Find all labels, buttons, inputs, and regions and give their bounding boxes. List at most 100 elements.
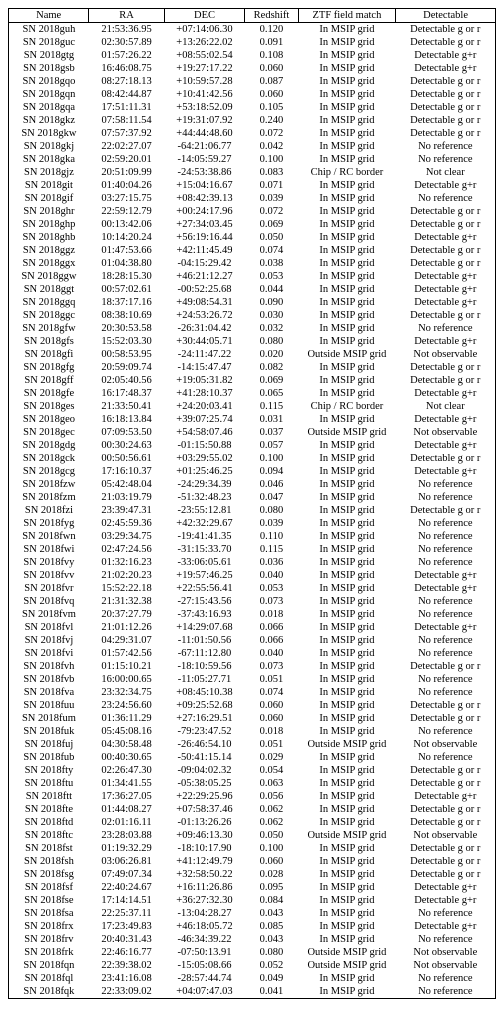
table-row: SN 2018gqn08:42:44.87+10:41:42.560.060In… xyxy=(9,88,496,101)
table-cell: 0.065 xyxy=(245,387,299,400)
table-cell: SN 2018fsg xyxy=(9,868,89,881)
table-cell: -11:05:27.71 xyxy=(164,673,244,686)
table-cell: 01:44:08.27 xyxy=(89,803,164,816)
table-cell: 01:19:32.29 xyxy=(89,842,164,855)
table-cell: Outside MSIP grid xyxy=(298,348,395,361)
table-cell: 22:25:37.11 xyxy=(89,907,164,920)
table-cell: +03:29:55.02 xyxy=(164,452,244,465)
table-cell: 0.042 xyxy=(245,140,299,153)
table-cell: In MSIP grid xyxy=(298,894,395,907)
col-field: ZTF field match xyxy=(298,9,395,23)
table-cell: 0.091 xyxy=(245,36,299,49)
table-cell: 01:32:16.23 xyxy=(89,556,164,569)
table-row: SN 2018fsg07:49:07.34+32:58:50.220.028In… xyxy=(9,868,496,881)
table-row: SN 2018fql23:41:16.08-28:57:44.740.049In… xyxy=(9,972,496,985)
table-cell: Detectable g or r xyxy=(396,816,496,829)
table-cell: -18:10:59.56 xyxy=(164,660,244,673)
table-cell: Outside MSIP grid xyxy=(298,946,395,959)
table-cell: SN 2018gsb xyxy=(9,62,89,75)
table-cell: SN 2018fvh xyxy=(9,660,89,673)
table-cell: 0.057 xyxy=(245,439,299,452)
table-cell: 02:01:16.11 xyxy=(89,816,164,829)
table-cell: 01:57:42.56 xyxy=(89,647,164,660)
table-cell: +07:14:06.30 xyxy=(164,23,244,37)
table-row: SN 2018fst01:19:32.29-18:10:17.900.100In… xyxy=(9,842,496,855)
table-cell: SN 2018ggq xyxy=(9,296,89,309)
table-cell: 0.060 xyxy=(245,62,299,75)
table-cell: SN 2018gqa xyxy=(9,101,89,114)
table-cell: Detectable g+r xyxy=(396,465,496,478)
table-cell: No reference xyxy=(396,322,496,335)
table-cell: No reference xyxy=(396,530,496,543)
table-cell: 0.082 xyxy=(245,361,299,374)
table-cell: SN 2018fzi xyxy=(9,504,89,517)
table-cell: SN 2018fuu xyxy=(9,699,89,712)
table-cell: 16:46:08.75 xyxy=(89,62,164,75)
table-cell: 02:05:40.56 xyxy=(89,374,164,387)
table-cell: +01:25:46.25 xyxy=(164,465,244,478)
table-cell: 23:39:47.31 xyxy=(89,504,164,517)
table-cell: +56:19:16.44 xyxy=(164,231,244,244)
table-cell: 0.052 xyxy=(245,959,299,972)
table-cell: In MSIP grid xyxy=(298,816,395,829)
table-cell: SN 2018geo xyxy=(9,413,89,426)
table-cell: 0.080 xyxy=(245,504,299,517)
table-cell: SN 2018gdg xyxy=(9,439,89,452)
table-row: SN 2018gfw20:30:53.58-26:31:04.420.032In… xyxy=(9,322,496,335)
table-row: SN 2018fsh03:06:26.81+41:12:49.790.060In… xyxy=(9,855,496,868)
table-cell: 0.060 xyxy=(245,699,299,712)
table-cell: +27:16:29.51 xyxy=(164,712,244,725)
table-cell: In MSIP grid xyxy=(298,127,395,140)
table-cell: 0.041 xyxy=(245,985,299,999)
table-cell: In MSIP grid xyxy=(298,673,395,686)
table-cell: 00:40:30.65 xyxy=(89,751,164,764)
table-cell: No reference xyxy=(396,153,496,166)
table-cell: SN 2018ftu xyxy=(9,777,89,790)
table-cell: 00:50:56.61 xyxy=(89,452,164,465)
table-cell: -27:15:43.56 xyxy=(164,595,244,608)
table-row: SN 2018fwn03:29:34.75-19:41:41.350.110In… xyxy=(9,530,496,543)
table-cell: 20:59:09.74 xyxy=(89,361,164,374)
table-cell: In MSIP grid xyxy=(298,270,395,283)
table-cell: +16:11:26.86 xyxy=(164,881,244,894)
table-cell: -23:55:12.81 xyxy=(164,504,244,517)
table-cell: 0.083 xyxy=(245,166,299,179)
table-row: SN 2018fsa22:25:37.11-13:04:28.270.043In… xyxy=(9,907,496,920)
table-cell: In MSIP grid xyxy=(298,374,395,387)
table-cell: Not observable xyxy=(396,959,496,972)
table-cell: 0.030 xyxy=(245,309,299,322)
table-row: SN 2018gdg00:30:24.63-01:15:50.880.057In… xyxy=(9,439,496,452)
table-cell: No reference xyxy=(396,686,496,699)
table-cell: Detectable g+r xyxy=(396,894,496,907)
table-cell: Detectable g or r xyxy=(396,205,496,218)
table-cell: 0.047 xyxy=(245,491,299,504)
table-cell: Detectable g or r xyxy=(396,257,496,270)
table-cell: In MSIP grid xyxy=(298,231,395,244)
table-cell: Detectable g or r xyxy=(396,127,496,140)
table-cell: SN 2018fqk xyxy=(9,985,89,999)
table-row: SN 2018fuk05:45:08.16-79:23:47.520.018In… xyxy=(9,725,496,738)
table-cell: Detectable g or r xyxy=(396,23,496,37)
table-row: SN 2018ftt17:36:27.05+22:29:25.960.056In… xyxy=(9,790,496,803)
table-cell: No reference xyxy=(396,647,496,660)
table-cell: -24:53:38.86 xyxy=(164,166,244,179)
table-cell: 0.040 xyxy=(245,569,299,582)
table-cell: 21:02:20.23 xyxy=(89,569,164,582)
table-row: SN 2018ggw18:28:15.30+46:21:12.270.053In… xyxy=(9,270,496,283)
table-cell: No reference xyxy=(396,933,496,946)
table-cell: +41:12:49.79 xyxy=(164,855,244,868)
table-row: SN 2018frx17:23:49.83+46:18:05.720.085In… xyxy=(9,920,496,933)
table-cell: 20:37:27.79 xyxy=(89,608,164,621)
table-cell: 01:40:04.26 xyxy=(89,179,164,192)
table-row: SN 2018ggz01:47:53.66+42:11:45.490.074In… xyxy=(9,244,496,257)
table-cell: Detectable g+r xyxy=(396,270,496,283)
table-row: SN 2018ggt00:57:02.61-00:52:25.680.044In… xyxy=(9,283,496,296)
table-row: SN 2018fvi01:57:42.56-67:11:12.800.040In… xyxy=(9,647,496,660)
table-cell: 21:01:12.26 xyxy=(89,621,164,634)
table-cell: SN 2018fvm xyxy=(9,608,89,621)
table-cell: Detectable g+r xyxy=(396,790,496,803)
table-cell: Detectable g or r xyxy=(396,764,496,777)
table-cell: In MSIP grid xyxy=(298,855,395,868)
table-cell: Detectable g+r xyxy=(396,283,496,296)
table-row: SN 2018guc02:30:57.89+13:26:22.020.091In… xyxy=(9,36,496,49)
